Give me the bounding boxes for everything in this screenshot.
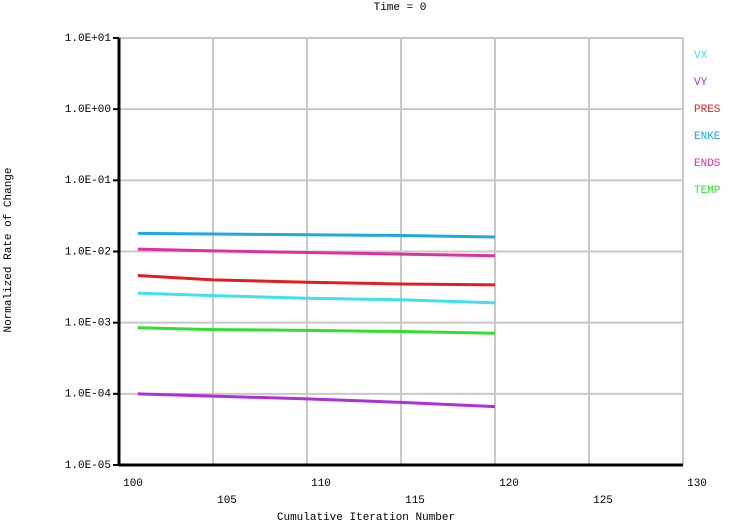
chart-title: Time = 0	[374, 2, 427, 14]
y-tick-label: 1.0E-01	[65, 175, 112, 187]
x-tick-label: 130	[687, 478, 707, 490]
legend-label: ENDS	[694, 158, 721, 170]
x-tick-label: 110	[311, 478, 331, 490]
x-tick-label: 105	[217, 495, 237, 507]
series-line	[137, 231, 496, 239]
y-tick-label: 1.0E+01	[65, 33, 112, 45]
legend-label: TEMP	[694, 185, 721, 197]
legend-label: VY	[694, 77, 708, 89]
series-line	[137, 291, 496, 305]
x-tick-label: 100	[123, 478, 143, 490]
y-tick-label: 1.0E+00	[65, 104, 111, 116]
x-tick-label: 120	[499, 478, 519, 490]
y-tick-label: 1.0E-03	[65, 318, 111, 330]
y-tick-label: 1.0E-04	[65, 389, 112, 401]
legend-label: PRES	[694, 104, 721, 116]
x-tick-label: 115	[405, 495, 425, 507]
y-tick-label: 1.0E-05	[65, 460, 111, 472]
x-axis-label: Cumulative Iteration Number	[277, 512, 455, 523]
x-tick-label: 125	[593, 495, 613, 507]
legend-label: ENKE	[694, 131, 721, 143]
series-line	[137, 274, 496, 287]
y-tick-label: 1.0E-02	[65, 246, 111, 258]
y-axis-label: Normalized Rate of Change	[3, 167, 15, 332]
series-line	[137, 326, 496, 335]
series-line	[137, 392, 496, 409]
series-line	[137, 247, 496, 258]
legend-label: VX	[694, 50, 708, 62]
